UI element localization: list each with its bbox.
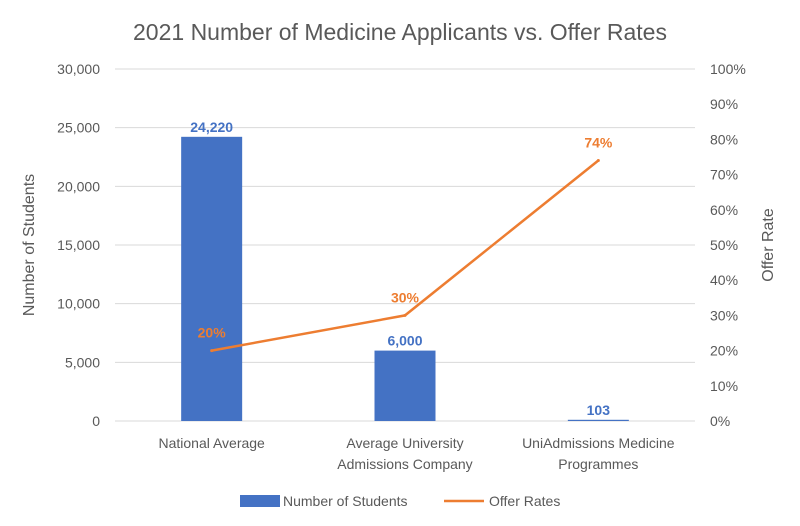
line-data-label: 74%: [584, 135, 613, 151]
right-tick-label: 0%: [710, 413, 730, 429]
left-tick-label: 30,000: [57, 61, 100, 77]
bar: [374, 350, 436, 421]
category-label: UniAdmissions Medicine: [522, 435, 675, 451]
left-tick-label: 10,000: [57, 296, 100, 312]
right-tick-label: 30%: [710, 307, 738, 323]
bar: [567, 419, 629, 421]
left-tick-label: 15,000: [57, 237, 100, 253]
right-tick-label: 80%: [710, 131, 738, 147]
category-label: Admissions Company: [337, 456, 472, 472]
left-axis-ticks: 0 5,000 10,000 15,000 20,000 25,000 30,000: [57, 61, 100, 429]
legend-swatch-bar: [240, 495, 280, 507]
right-axis-ticks: 0% 10% 20% 30% 40% 50% 60% 70% 80% 90% 100%: [710, 61, 746, 429]
line-data-label: 20%: [198, 325, 227, 341]
right-tick-label: 60%: [710, 202, 738, 218]
category-label: Average University: [346, 435, 463, 451]
offer-rate-line: [211, 159, 600, 352]
right-axis-title: Offer Rate: [760, 208, 777, 282]
line-point: [596, 159, 600, 163]
legend: Number of Students Offer Rates: [240, 493, 560, 509]
category-label: Programmes: [558, 456, 638, 472]
left-axis-title: Number of Students: [21, 174, 38, 316]
bar-data-label: 6,000: [387, 333, 422, 349]
right-tick-label: 100%: [710, 61, 746, 77]
right-tick-label: 50%: [710, 237, 738, 253]
right-tick-label: 10%: [710, 378, 738, 394]
line-series: 20% 30% 74%: [198, 135, 613, 353]
right-tick-label: 40%: [710, 272, 738, 288]
category-label: National Average: [158, 435, 265, 451]
category-labels: National Average Average University Admiss…: [158, 435, 674, 472]
legend-label: Number of Students: [283, 493, 408, 509]
line-data-label: 30%: [391, 289, 420, 305]
chart-title: 2021 Number of Medicine Applicants vs. O…: [133, 19, 667, 45]
right-tick-label: 70%: [710, 167, 738, 183]
bar-series: 24,220 6,000 103: [181, 119, 629, 421]
left-tick-label: 25,000: [57, 120, 100, 136]
line-point: [403, 313, 407, 317]
bar: [181, 136, 243, 421]
line-point: [210, 349, 214, 353]
left-tick-label: 0: [92, 413, 100, 429]
right-tick-label: 90%: [710, 96, 738, 112]
left-tick-label: 5,000: [65, 354, 100, 370]
left-tick-label: 20,000: [57, 178, 100, 194]
bar-data-label: 24,220: [190, 119, 233, 135]
right-tick-label: 20%: [710, 343, 738, 359]
legend-label: Offer Rates: [489, 493, 560, 509]
bar-data-label: 103: [587, 402, 611, 418]
